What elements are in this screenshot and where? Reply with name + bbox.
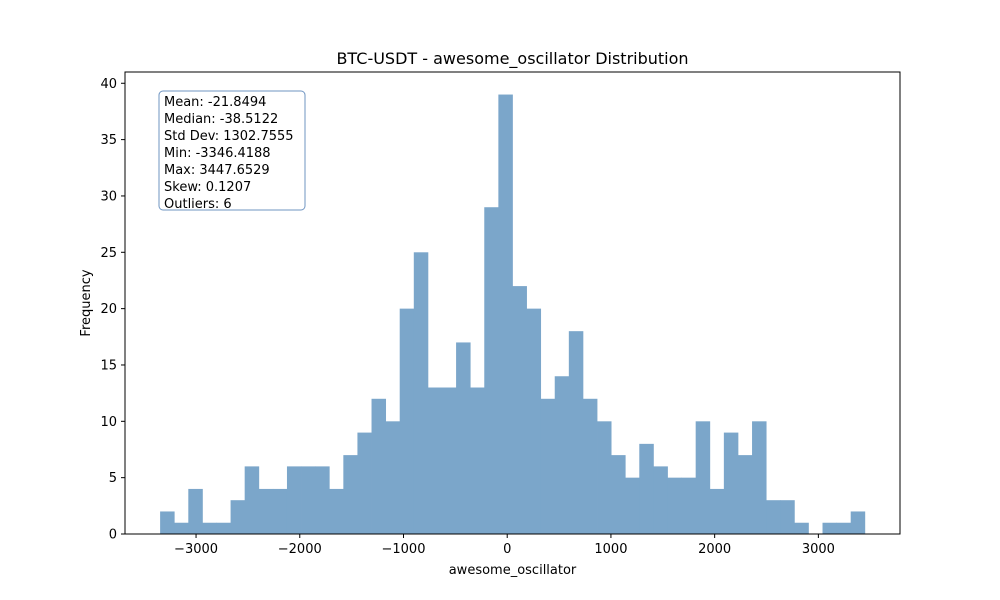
histogram-bar [258, 488, 274, 534]
y-tick-label: 15 [100, 358, 117, 373]
histogram-bar [315, 466, 330, 534]
stat-min: Min: -3346.4188 [164, 146, 271, 161]
histogram-bar [470, 387, 485, 534]
x-tick-label: 3000 [802, 542, 835, 557]
histogram-bar [202, 522, 217, 534]
histogram-bar [498, 94, 513, 534]
histogram-bar [230, 500, 246, 534]
histogram-bar [526, 308, 542, 534]
histogram-bar [343, 455, 358, 534]
stats-box: Mean: -21.8494 Median: -38.5122 Std Dev:… [158, 90, 306, 212]
y-tick-label: 40 [100, 77, 117, 92]
stat-mean: Mean: -21.8494 [164, 95, 266, 110]
y-tick-label: 25 [100, 246, 117, 261]
y-tick-label: 35 [100, 133, 117, 148]
histogram-bar [597, 421, 612, 534]
histogram-bar [780, 500, 795, 534]
histogram-bar [723, 432, 739, 534]
histogram-bar [794, 522, 809, 534]
y-tick-label: 30 [100, 189, 117, 204]
stat-skew: Skew: 0.1207 [164, 180, 251, 195]
histogram-bar [399, 308, 415, 534]
histogram-bar [286, 466, 302, 534]
histogram-bar [639, 443, 654, 534]
histogram-bar [427, 387, 443, 534]
histogram-bar [188, 488, 203, 534]
histogram-bar [752, 421, 767, 534]
histogram-bar [554, 376, 570, 534]
histogram-bar [582, 398, 598, 534]
histogram-bar [456, 342, 471, 534]
stat-median: Median: -38.5122 [164, 112, 278, 127]
histogram-bar [329, 488, 344, 534]
chart-title: BTC-USDT - awesome_oscillator Distributi… [336, 49, 688, 69]
plot-frame [124, 71, 901, 535]
histogram-bar [160, 511, 175, 534]
histogram-bar [611, 455, 626, 534]
histogram-bar [413, 252, 429, 535]
stats-box-frame [158, 90, 306, 211]
histogram-bar [540, 398, 556, 534]
x-tick-label: 2000 [698, 542, 731, 557]
histogram-bar [653, 466, 668, 534]
y-axis-ticks: 0 5 10 15 20 25 30 35 40 [100, 77, 125, 543]
y-axis-label: Frequency [79, 269, 94, 336]
histogram-bar [174, 522, 189, 534]
x-tick-label: 1000 [594, 542, 627, 557]
histogram-bar [695, 421, 711, 534]
y-tick-label: 5 [109, 471, 117, 486]
x-tick-label: −1000 [381, 542, 425, 557]
histogram-bar [737, 455, 753, 534]
histogram-bars [160, 94, 866, 535]
histogram-bar [568, 331, 584, 534]
histogram-bar [667, 477, 682, 534]
histogram-bar [385, 421, 401, 534]
histogram-bar [681, 477, 697, 534]
histogram-bar [836, 522, 852, 534]
histogram-bar [625, 477, 640, 534]
y-tick-label: 20 [100, 302, 117, 317]
histogram-bar [357, 432, 372, 534]
histogram-bar [709, 488, 725, 534]
x-axis-label: awesome_oscillator [449, 563, 577, 578]
x-tick-label: −2000 [278, 542, 322, 557]
histogram-bar [244, 466, 260, 534]
histogram-bar [512, 286, 527, 534]
histogram-bar [441, 387, 457, 534]
x-axis-ticks: −3000 −2000 −1000 0 1000 2000 3000 [174, 534, 835, 557]
histogram-bar [301, 466, 316, 534]
stat-std-dev: Std Dev: 1302.7555 [164, 129, 294, 144]
histogram-bar [371, 398, 387, 534]
x-tick-label: −3000 [174, 542, 218, 557]
histogram-bar [822, 522, 838, 534]
x-tick-label: 0 [503, 542, 511, 557]
histogram-bar [850, 511, 866, 534]
histogram-bar [272, 488, 288, 534]
stat-outliers: Outliers: 6 [164, 197, 232, 212]
histogram-bar [766, 500, 781, 534]
y-tick-label: 10 [100, 415, 117, 430]
stat-max: Max: 3447.6529 [164, 163, 270, 178]
histogram-bar [484, 207, 499, 534]
histogram-bar [216, 522, 231, 534]
y-tick-label: 0 [109, 528, 117, 543]
